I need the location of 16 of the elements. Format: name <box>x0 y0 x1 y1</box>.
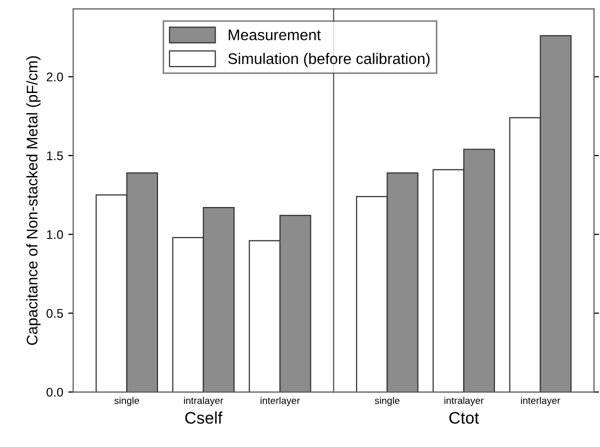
x-tick-label: interlayer <box>521 396 560 406</box>
x-tick-label: single <box>374 396 400 406</box>
y-tick-label: 2.0 <box>46 72 63 82</box>
x-tick-label: single <box>114 396 140 406</box>
legend-label: Simulation (before calibration) <box>228 52 430 68</box>
x-axis-title: Ctot <box>449 412 479 424</box>
x-tick-label: interlayer <box>260 396 300 406</box>
x-axis-title: Cself <box>185 412 222 424</box>
x-tick-label: intralayer <box>444 396 484 406</box>
x-tick-label: intralayer <box>184 396 224 406</box>
y-axis-title: Capacitance of Non-stacked Metal (pF/cm) <box>26 56 41 345</box>
y-tick-label: 0.5 <box>46 308 63 318</box>
y-tick-label: 1.5 <box>47 151 63 160</box>
y-tick-label: 0.0 <box>46 388 63 397</box>
y-tick-label: 1.0 <box>47 230 63 240</box>
legend-label: Measurement <box>228 30 321 40</box>
